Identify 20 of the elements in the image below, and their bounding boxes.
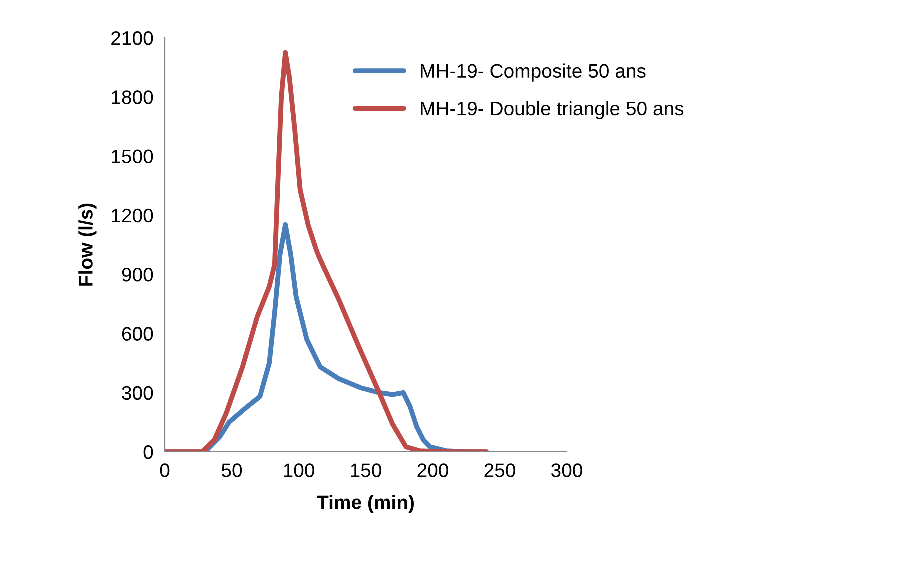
x-tick-label: 150 <box>351 464 382 478</box>
y-tick-label: 1800 <box>112 90 154 104</box>
x-tick-label: 0 <box>160 464 170 478</box>
x-axis-title: Time (min) <box>317 495 414 514</box>
y-tick-label: 600 <box>122 327 154 341</box>
x-tick-label: 200 <box>418 464 448 478</box>
y-tick-label: 2100 <box>112 31 154 46</box>
y-tick-label: 1500 <box>112 150 154 164</box>
y-tick-label: 300 <box>122 386 154 400</box>
legend-label: MH-19- Composite 50 ans <box>421 64 646 82</box>
x-tick-label: 100 <box>284 464 314 478</box>
y-tick-label: 900 <box>122 268 154 282</box>
legend-label: MH-19- Double triangle 50 ans <box>421 101 684 120</box>
x-tick-label: 50 <box>222 464 242 478</box>
y-axis-title: Flow (l/s) <box>78 204 97 286</box>
line-series <box>165 50 490 452</box>
x-tick-label: 250 <box>484 464 516 478</box>
y-tick-label: 0 <box>144 445 154 460</box>
x-tick-label: 300 <box>552 464 582 478</box>
y-tick-label: 1200 <box>112 208 154 223</box>
